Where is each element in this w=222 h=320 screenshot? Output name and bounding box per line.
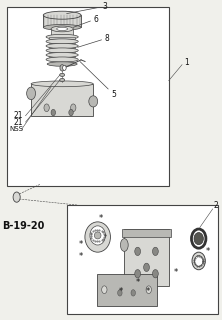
Ellipse shape	[194, 256, 203, 266]
Ellipse shape	[46, 52, 78, 58]
Text: 21: 21	[13, 118, 23, 127]
Ellipse shape	[60, 73, 65, 76]
Ellipse shape	[120, 239, 128, 252]
Ellipse shape	[46, 48, 78, 53]
Bar	[124, 229, 169, 286]
Ellipse shape	[57, 27, 68, 30]
Text: 1: 1	[184, 58, 189, 67]
Circle shape	[131, 290, 135, 296]
Bar	[67, 205, 218, 314]
Circle shape	[135, 269, 141, 278]
Text: *: *	[135, 278, 140, 287]
Text: 2: 2	[213, 201, 218, 210]
Circle shape	[51, 109, 56, 116]
Bar	[122, 229, 171, 237]
Circle shape	[13, 192, 20, 202]
Ellipse shape	[46, 34, 78, 39]
Ellipse shape	[192, 252, 205, 270]
Ellipse shape	[46, 44, 78, 49]
Bar	[97, 274, 157, 306]
Circle shape	[102, 286, 107, 293]
Text: 5: 5	[80, 61, 116, 99]
Circle shape	[118, 290, 122, 296]
Circle shape	[71, 104, 76, 112]
Ellipse shape	[46, 39, 78, 44]
Circle shape	[44, 104, 49, 112]
Circle shape	[63, 65, 66, 70]
Ellipse shape	[43, 24, 81, 30]
Ellipse shape	[194, 233, 203, 245]
Text: 8: 8	[78, 34, 109, 47]
Ellipse shape	[43, 11, 81, 19]
Bar	[51, 29, 73, 37]
Ellipse shape	[31, 81, 93, 87]
Bar	[49, 55, 75, 57]
Bar	[49, 46, 75, 48]
Bar	[43, 15, 81, 27]
Text: *: *	[119, 287, 123, 296]
Text: NSS: NSS	[9, 126, 23, 132]
Text: *: *	[206, 247, 210, 256]
Ellipse shape	[60, 78, 65, 82]
Text: *: *	[173, 268, 178, 277]
Ellipse shape	[46, 57, 78, 62]
Text: *: *	[99, 214, 103, 223]
Text: 6: 6	[73, 15, 98, 27]
Ellipse shape	[94, 232, 101, 239]
Circle shape	[146, 286, 151, 293]
Text: B-19-20: B-19-20	[2, 221, 45, 231]
Circle shape	[135, 247, 141, 256]
Ellipse shape	[47, 62, 77, 66]
Bar	[31, 84, 93, 116]
Ellipse shape	[27, 87, 36, 100]
Text: *: *	[145, 287, 150, 296]
Circle shape	[69, 109, 73, 116]
Text: 21: 21	[13, 111, 23, 120]
Circle shape	[153, 269, 158, 278]
Bar	[49, 37, 75, 39]
Text: 3: 3	[67, 2, 107, 14]
Ellipse shape	[85, 222, 110, 252]
Bar	[7, 7, 169, 186]
Circle shape	[60, 65, 64, 71]
Bar	[49, 51, 75, 52]
Ellipse shape	[90, 226, 105, 245]
Bar	[49, 41, 75, 44]
Text: *: *	[78, 241, 83, 250]
Text: *: *	[79, 252, 83, 261]
Circle shape	[144, 263, 149, 271]
Circle shape	[153, 247, 158, 256]
Ellipse shape	[51, 26, 73, 32]
Ellipse shape	[89, 96, 98, 107]
